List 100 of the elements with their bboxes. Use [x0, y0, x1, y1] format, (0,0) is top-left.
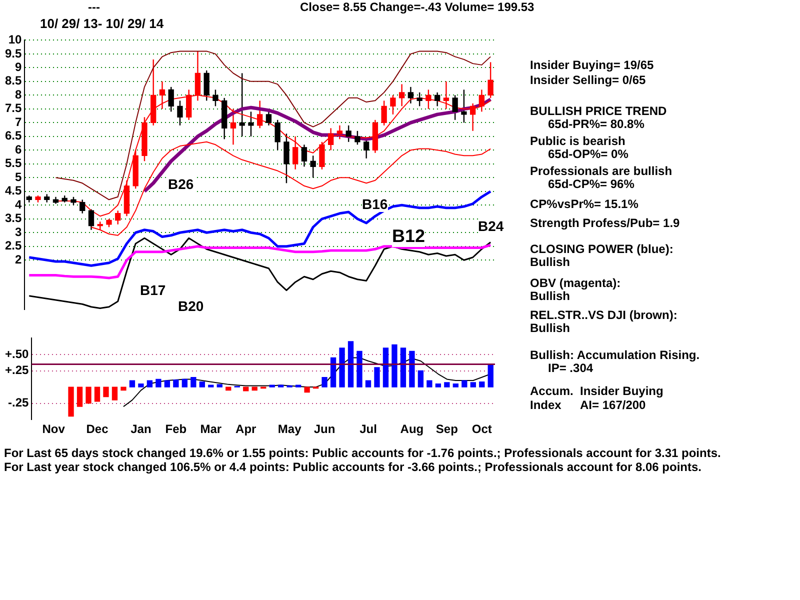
bar [295, 384, 302, 388]
y-tick-label: 8 [14, 87, 22, 102]
candlestick [204, 70, 210, 102]
bar [146, 380, 153, 388]
text: IP= .304 [548, 361, 594, 375]
candlestick [177, 100, 183, 126]
candlestick [416, 92, 422, 107]
candlestick [364, 138, 370, 160]
annotation: B16 [362, 196, 388, 212]
annotation: B12 [392, 226, 426, 247]
annotation: B20 [178, 298, 204, 314]
y-tick-label: 3.5 [4, 211, 22, 226]
x-tick-label: Feb [165, 422, 187, 436]
y-tick-label: -.25 [8, 396, 30, 410]
text: BULLISH PRICE TREND [530, 104, 667, 118]
x-tick-label: Aug [400, 422, 424, 436]
candlestick [354, 130, 360, 146]
text: Professionals are bullish [530, 164, 672, 178]
bar [76, 386, 83, 407]
text: 65d-OP%= 0% [548, 147, 628, 161]
x-tick-label: Jun [314, 422, 336, 436]
bar [216, 384, 222, 388]
x-tick-label: Oct [472, 422, 492, 436]
x-tick-label: Apr [236, 422, 257, 436]
candlestick [80, 199, 86, 214]
bar [462, 380, 468, 388]
candlestick [488, 62, 494, 99]
text: --- [88, 0, 100, 14]
text: Bullish [530, 255, 570, 269]
annotation: B17 [140, 282, 166, 298]
bar [182, 378, 188, 388]
bar [348, 341, 354, 388]
text: Public is bearish [530, 134, 626, 148]
candlestick [346, 124, 352, 143]
bar [129, 380, 136, 388]
bar [452, 383, 458, 388]
bar [190, 376, 196, 388]
bar [252, 386, 258, 391]
bar [156, 378, 162, 388]
bar [418, 370, 424, 388]
text: Index [530, 398, 562, 412]
bar [409, 350, 415, 388]
bar [173, 380, 179, 388]
text: Insider Selling= 0/65 [530, 73, 646, 87]
candlestick [88, 208, 94, 230]
candlestick [434, 92, 440, 107]
bar [322, 376, 328, 388]
bar [426, 380, 432, 388]
x-tick-label: Mar [200, 422, 222, 436]
text: Accum. [530, 384, 574, 398]
bar [103, 386, 109, 398]
text: Bullish [530, 289, 570, 303]
y-tick-label: 5.5 [4, 156, 22, 170]
bar [488, 364, 494, 388]
candlestick [381, 100, 387, 126]
candlestick [168, 86, 174, 112]
candlestick [390, 94, 396, 116]
bar [435, 383, 442, 388]
x-tick-label: May [278, 422, 302, 436]
x-tick-label: Jan [130, 422, 152, 436]
y-tick-label: 4 [14, 197, 22, 212]
text: 65d-CP%= 96% [548, 177, 634, 191]
text: OBV (magenta): [530, 276, 621, 290]
bar [68, 386, 74, 417]
bar [374, 367, 380, 388]
candlestick [336, 124, 343, 140]
bar [365, 380, 372, 388]
x-tick-label: Jul [360, 422, 377, 436]
candlestick [470, 102, 476, 132]
text: For Last year stock changed 106.5% or 4.4 points: Public accounts for -3.66 points.; Professionals account for 8.06 points. [4, 460, 702, 474]
y-tick-label: 5 [14, 170, 22, 184]
y-tick-label: +.25 [4, 363, 29, 378]
text: Insider Buying= 19/65 [530, 58, 654, 72]
y-tick-label: 6 [14, 142, 22, 156]
bar [164, 380, 170, 388]
candlestick [301, 144, 308, 168]
bar [330, 357, 336, 388]
y-tick-label: +.50 [4, 346, 29, 361]
candlestick [328, 128, 334, 151]
bar [356, 350, 362, 388]
text: Strength Profess/Pub= 1.9 [530, 216, 680, 230]
y-tick-label: 8.5 [4, 74, 22, 88]
bar [400, 348, 406, 388]
bar [226, 386, 232, 391]
bar [86, 386, 92, 404]
chart-title: Close= 8.55 Change=-.43 Volume= 199.53 [300, 0, 534, 14]
text: REL.STR..VS DJI (brown): [530, 308, 678, 322]
candlestick [257, 100, 263, 129]
bar [112, 386, 118, 400]
bar [392, 344, 398, 388]
text: Bullish [530, 321, 570, 335]
annotation: B26 [168, 176, 194, 192]
bar [444, 382, 450, 388]
bar [208, 384, 214, 388]
bar [479, 382, 485, 388]
candlestick [292, 136, 298, 170]
y-tick-label: 9.5 [4, 46, 22, 60]
candlestick [284, 133, 290, 184]
text: Bullish: Accumulation Rising. [530, 348, 700, 362]
bar [382, 348, 389, 388]
